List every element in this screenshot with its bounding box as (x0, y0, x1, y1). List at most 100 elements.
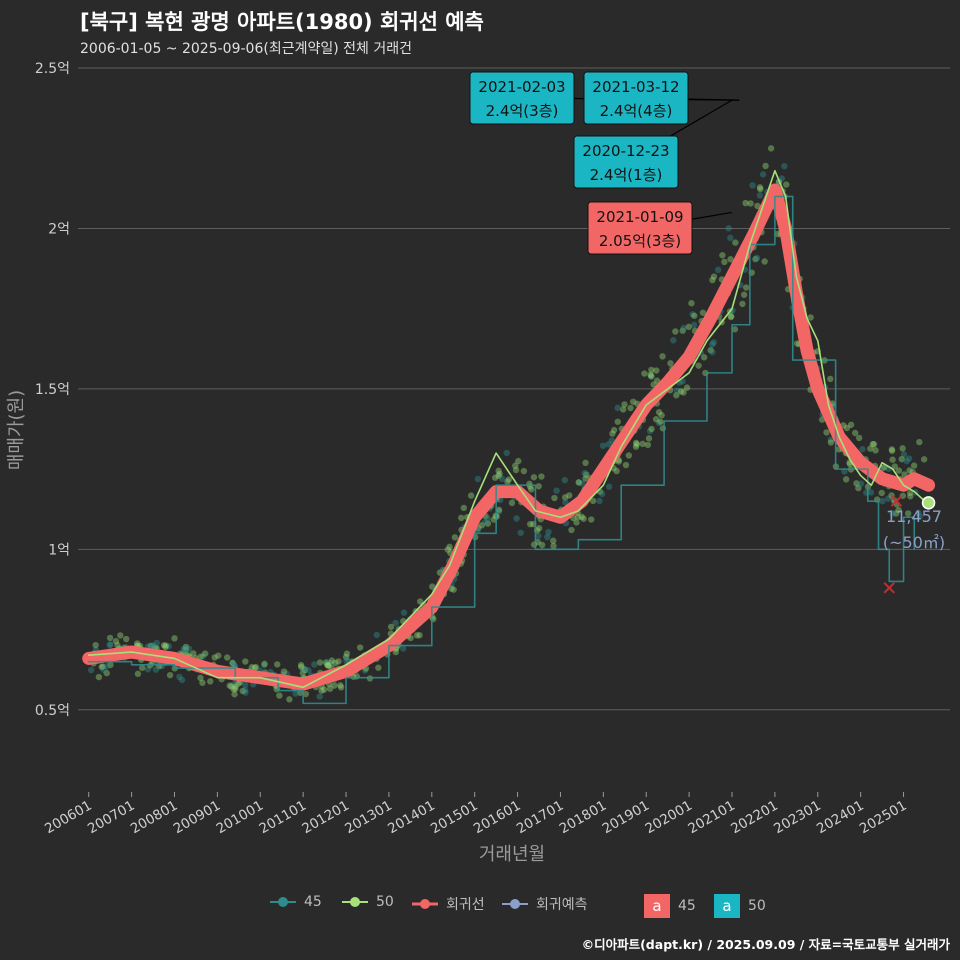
scatter-point (827, 436, 835, 443)
scatter-point (215, 652, 222, 659)
scatter-point (892, 510, 900, 517)
scatter-point (589, 497, 597, 505)
scatter-point (416, 598, 424, 605)
y-tick-label: 1억 (48, 542, 70, 558)
scatter-point (630, 398, 637, 405)
scatter-point (608, 437, 616, 444)
chart-title: [북구] 복현 광명 아파트(1980) 회귀선 예측 (80, 10, 484, 34)
scatter-point (920, 456, 928, 463)
scatter-point (535, 532, 542, 540)
scatter-point (178, 676, 186, 684)
scatter-point (553, 487, 560, 494)
scatter-point (644, 441, 652, 449)
scatter-point (857, 480, 865, 487)
scatter-point (197, 674, 204, 682)
scatter-point (757, 185, 764, 193)
scatter-point (749, 182, 756, 189)
scatter-point (276, 692, 283, 699)
scatter-point (582, 475, 589, 482)
scatter-point (392, 619, 399, 627)
scatter-point (392, 648, 399, 656)
scatter-point (625, 452, 633, 459)
scatter-point (298, 663, 305, 671)
scatter-point (855, 434, 863, 442)
scatter-point (580, 515, 587, 522)
scatter-point (756, 192, 764, 199)
scatter-point (107, 641, 114, 648)
scatter-point (900, 451, 908, 458)
scatter-point (513, 515, 520, 522)
scatter-point (481, 519, 489, 526)
scatter-point (707, 347, 714, 354)
scatter-point (373, 631, 381, 639)
legend-key-regression (412, 899, 438, 909)
chart-subtitle: 2006-01-05 ~ 2025-09-06(최근계약일) 전체 거래건 (80, 41, 412, 57)
source-caption: ©디아파트(dapt.kr) / 2025.09.09 / 자료=국토교통부 실… (581, 937, 950, 952)
scatter-point (878, 489, 885, 497)
scatter-point (807, 314, 814, 321)
scatter-point (632, 439, 640, 447)
scatter-point (905, 455, 913, 462)
annotation-box (469, 71, 575, 125)
y-axis-label: 매매가(원) (6, 390, 27, 470)
scatter-point (699, 309, 707, 316)
scatter-point (575, 479, 583, 486)
scatter-point (561, 476, 569, 484)
x-tick-label: 201801 (557, 798, 610, 838)
legend-key-prediction (502, 899, 528, 909)
series-50-line (87, 169, 926, 689)
y-tick-label: 0.5억 (35, 703, 70, 719)
scatter-point (150, 642, 157, 650)
scatter-point (160, 642, 168, 649)
annotation-price: 2.4억(3층) (486, 102, 559, 120)
scatter-point (888, 446, 896, 453)
scatter-point (855, 484, 862, 492)
legend-label-45: 45 (304, 894, 322, 910)
annotation-price: 2.05억(3층) (599, 232, 681, 250)
scatter-point (605, 441, 612, 448)
scatter-point (872, 447, 879, 454)
scatter-point (566, 492, 573, 499)
series-45-line (87, 195, 916, 705)
scatter-point (491, 474, 499, 481)
scatter-point (242, 689, 249, 696)
scatter-point (673, 392, 680, 399)
scatter-point (147, 642, 154, 650)
scatter-point (915, 509, 922, 517)
scatter-point (648, 373, 655, 380)
scatter-point (727, 256, 734, 263)
scatter-point (670, 337, 677, 344)
scatter-point (153, 639, 160, 647)
prediction-unit: (~50㎡) (883, 533, 945, 552)
scatter-point (98, 663, 105, 671)
scatter-point (387, 623, 395, 631)
y-axis-ticks: 0.5억 1억 1.5억 2억 2.5억 (35, 61, 70, 719)
scatter-point (680, 324, 687, 332)
scatter-point (685, 323, 693, 331)
scatter-point (903, 457, 910, 465)
scatter-point (739, 300, 746, 308)
scatter-point (517, 529, 524, 536)
scatter-point (361, 667, 369, 674)
scatter-point (429, 583, 436, 590)
scatter-point (889, 456, 896, 463)
scatter-point (251, 664, 258, 671)
scatter-point (197, 653, 204, 660)
scatter-point (582, 459, 589, 467)
x-tick-label: 202401 (814, 798, 867, 838)
scatter-point (599, 442, 607, 449)
legend-label-prediction: 회귀예측 (536, 897, 588, 913)
scatter-point (645, 435, 653, 442)
x-tick-label: 200901 (171, 798, 224, 838)
scatter-point (714, 266, 722, 274)
legend-key-50 (342, 897, 368, 907)
scatter-point (133, 640, 141, 647)
scatter-point (652, 416, 660, 423)
scatter-point (778, 175, 785, 182)
scatter-point (614, 418, 621, 425)
scatter-point (199, 653, 207, 660)
scatter-point (823, 429, 830, 436)
scatter-point (728, 313, 735, 320)
scatter-point (889, 510, 897, 517)
scatter-point (691, 312, 698, 319)
